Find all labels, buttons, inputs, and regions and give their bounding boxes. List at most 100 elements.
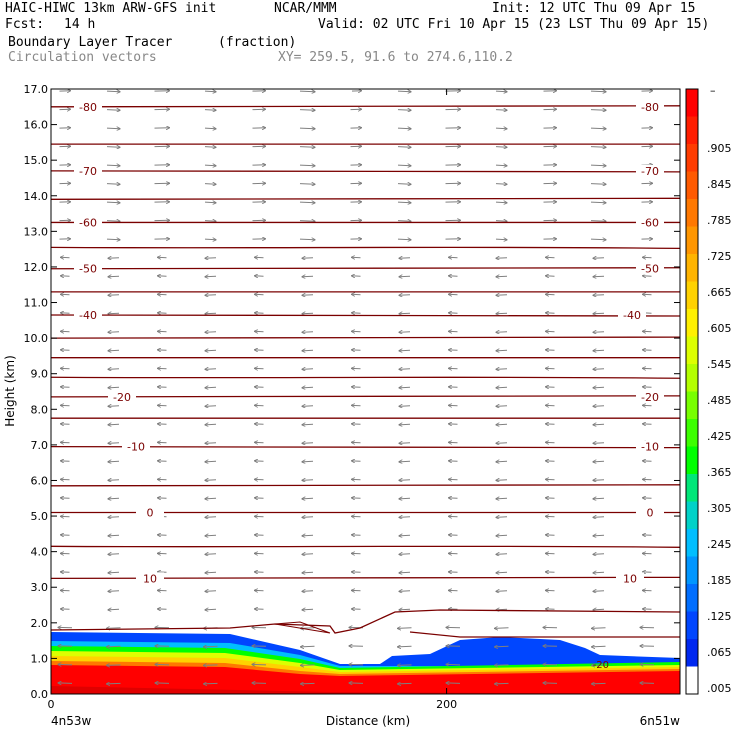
- circulation-vector: [204, 128, 216, 129]
- circulation-vector: [399, 480, 411, 481]
- circulation-vector: [495, 683, 509, 684]
- colorbar-swatch: [686, 309, 698, 337]
- colorbar-label: .365: [707, 466, 732, 479]
- y-tick-label: 7.0: [31, 439, 49, 452]
- contour-label-bg: [636, 262, 664, 275]
- contour-label-extra: -20: [593, 660, 609, 671]
- contour-label-bg: [108, 390, 136, 403]
- circulation-vector: [593, 443, 605, 444]
- temp-contour: [50, 197, 681, 201]
- circulation-vector: [593, 276, 605, 277]
- x-tick-label: 0: [48, 698, 55, 711]
- circulation-vector: [593, 406, 605, 407]
- circulation-vector: [590, 184, 606, 185]
- circulation-vector: [495, 628, 509, 629]
- circulation-vector: [204, 683, 218, 684]
- temp-contour: [50, 395, 681, 398]
- colorbar-label: .785: [707, 214, 732, 227]
- circulation-vector: [399, 591, 411, 592]
- colorbar-label: .185: [707, 574, 732, 587]
- circulation-vector: [299, 239, 315, 240]
- circulation-vector: [398, 646, 412, 647]
- circulation-vector: [495, 221, 507, 222]
- contour-label: -60: [79, 216, 97, 229]
- temp-contour: [50, 576, 681, 579]
- circulation-vector: [399, 424, 411, 425]
- circulation-vector: [399, 369, 411, 370]
- field-name: Boundary Layer Tracer: [8, 35, 173, 50]
- circulation-vector: [496, 554, 508, 555]
- circulation-vector: [302, 461, 314, 462]
- circulation-vector: [205, 443, 217, 444]
- circulation-vector: [593, 498, 605, 499]
- contour-label: -60: [641, 216, 659, 229]
- circulation-vector: [205, 258, 217, 259]
- colorbar-label: .665: [707, 286, 732, 299]
- circulation-vector: [593, 332, 605, 333]
- circulation-vector: [106, 239, 120, 240]
- circulation-vector: [399, 258, 411, 259]
- colorbar-swatch: [686, 171, 698, 200]
- circulation-vector: [204, 665, 218, 666]
- circulation-vector: [108, 609, 120, 610]
- contour-label: -40: [623, 309, 641, 322]
- contour-label: 10: [143, 572, 157, 585]
- contour-label-stub: [318, 89, 352, 93]
- circulation-vector: [496, 572, 508, 573]
- circulation-vector: [302, 258, 314, 259]
- circulation-vector: [590, 91, 606, 92]
- colorbar-swatch: [686, 419, 698, 447]
- circulation-vector: [593, 424, 605, 425]
- contour-label: -50: [641, 263, 659, 276]
- circulation-vector: [108, 443, 120, 444]
- contour-label: 10: [623, 572, 637, 585]
- y-tick-label: 15.0: [24, 154, 49, 167]
- circulation-vector: [108, 313, 120, 314]
- circulation-vector: [204, 165, 216, 166]
- circulation-vector: [108, 461, 120, 462]
- circulation-vector: [496, 498, 508, 499]
- x-left-endpoint: 4n53w: [51, 714, 92, 728]
- circulation-vector: [205, 332, 217, 333]
- y-tick-label: 4.0: [31, 546, 49, 559]
- circulation-vector: [399, 535, 411, 536]
- circulation-vector: [106, 91, 120, 92]
- contour-label-bg: [616, 572, 644, 585]
- circulation-vector: [593, 258, 605, 259]
- contour-label-bg: [136, 572, 164, 585]
- org-label: NCAR/MMM: [274, 1, 337, 16]
- colorbar-swatch: [686, 391, 698, 420]
- circulation-vector: [496, 387, 508, 388]
- circulation-vector: [107, 628, 121, 629]
- colorbar-label: .005: [707, 682, 732, 695]
- temp-contour: [50, 105, 681, 108]
- colorbar-label: .245: [707, 538, 732, 551]
- contour-label-bg: [636, 216, 664, 229]
- colorbar-label: .125: [707, 610, 732, 623]
- temp-contour: [50, 169, 681, 173]
- circulation-vector: [302, 535, 314, 536]
- circulation-vector: [496, 591, 508, 592]
- xy-endpoints: XY= 259.5, 91.6 to 274.6,110.2: [278, 50, 513, 65]
- colorbar-swatch: [686, 501, 698, 530]
- contour-label-bg: [618, 308, 646, 321]
- colorbar-swatch: [686, 226, 698, 255]
- circulation-vector: [495, 147, 507, 148]
- temp-contour: [50, 267, 681, 270]
- circulation-vector: [106, 110, 120, 111]
- colorbar-swatch: [686, 611, 698, 640]
- circulation-vector: [399, 609, 411, 610]
- circulation-vector: [301, 665, 315, 666]
- circulation-vector: [302, 369, 314, 370]
- temp-contour: [50, 336, 681, 340]
- circulation-vector: [107, 683, 121, 684]
- contour-label: -20: [641, 391, 659, 404]
- circulation-vector: [204, 91, 216, 92]
- forecast-hour: 14 h: [64, 17, 96, 32]
- temp-contour-bl: [50, 609, 681, 634]
- y-tick-label: 2.0: [31, 617, 49, 630]
- colorbar-label: .485: [707, 394, 732, 407]
- circulation-vector: [496, 369, 508, 370]
- circulation-vector: [496, 443, 508, 444]
